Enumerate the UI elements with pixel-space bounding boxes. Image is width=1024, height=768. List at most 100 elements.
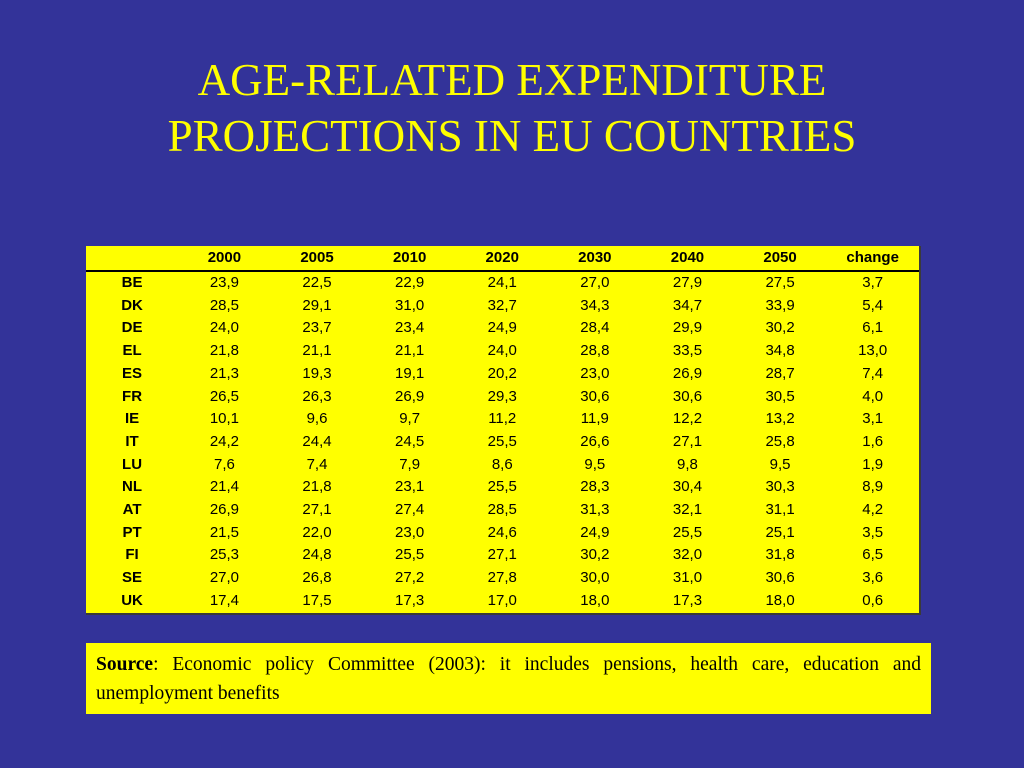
table-row: ES 21,3 19,3 19,1 20,2 23,0 26,9 28,7 7,4 (86, 363, 919, 386)
value-cell: 34,7 (672, 296, 703, 314)
value-cell: 4,2 (862, 501, 884, 519)
value-cell: 17,3 (672, 591, 703, 609)
value-cell: 26,3 (302, 387, 332, 405)
value-cell: 9,7 (399, 410, 421, 428)
table-row: SE 27,0 26,8 27,2 27,8 30,0 31,0 30,6 3,6 (86, 567, 919, 590)
value-cell: 34,8 (765, 342, 795, 360)
value-cell: 22,9 (395, 274, 425, 291)
value-cell: 27,9 (672, 274, 703, 291)
table-row: FR 26,5 26,3 26,9 29,3 30,6 30,6 30,5 4,0 (86, 386, 919, 409)
country-cell: FR (122, 387, 143, 405)
value-cell: 31,3 (580, 501, 610, 519)
value-cell: 24,9 (487, 319, 517, 337)
country-cell: IE (124, 410, 140, 428)
value-cell: 7,4 (862, 364, 884, 382)
value-cell: 28,7 (765, 364, 795, 382)
value-cell: 10,1 (209, 410, 240, 428)
value-cell: 27,0 (580, 274, 610, 291)
country-cell: LU (122, 455, 143, 473)
value-cell: 26,9 (395, 387, 425, 405)
value-cell: 5,4 (862, 296, 884, 314)
country-cell: FI (125, 546, 139, 564)
value-cell: 24,6 (487, 523, 517, 541)
value-cell: 19,3 (302, 364, 332, 382)
value-cell: 23,0 (395, 523, 425, 541)
value-cell: 21,3 (209, 364, 240, 382)
value-cell: 21,5 (209, 523, 240, 541)
value-cell: 30,4 (672, 478, 703, 496)
value-cell: 6,1 (862, 319, 884, 337)
value-cell: 0,6 (862, 591, 884, 609)
value-cell: 17,4 (209, 591, 240, 609)
country-cell: UK (121, 591, 143, 609)
value-cell: 7,4 (306, 455, 328, 473)
country-cell: PT (122, 523, 142, 541)
value-cell: 3,5 (862, 523, 884, 541)
slide-title: AGE-RELATED EXPENDITURE PROJECTIONS IN E… (0, 52, 1024, 164)
table-row: DE 24,0 23,7 23,4 24,9 28,4 29,9 30,2 6,1 (86, 317, 919, 340)
value-cell: 21,8 (302, 478, 332, 496)
table-row: LU 7,6 7,4 7,9 8,6 9,5 9,8 9,5 1,9 (86, 454, 919, 477)
value-cell: 27,1 (302, 501, 332, 519)
value-cell: 32,7 (487, 296, 517, 314)
value-cell: 6,5 (862, 546, 884, 564)
value-cell: 23,9 (209, 274, 240, 291)
value-cell: 27,0 (209, 569, 240, 587)
value-cell: 29,1 (302, 296, 332, 314)
value-cell: 17,5 (302, 591, 332, 609)
value-cell: 1,6 (862, 432, 884, 450)
country-cell: DK (121, 296, 143, 314)
value-cell: 3,1 (862, 410, 884, 428)
value-cell: 13,2 (765, 410, 795, 428)
value-cell: 7,9 (399, 455, 421, 473)
value-cell: 26,9 (209, 501, 240, 519)
value-cell: 22,5 (302, 274, 332, 291)
country-cell: SE (122, 569, 143, 587)
header-cell-3: 2010 (363, 246, 456, 272)
value-cell: 27,4 (395, 501, 425, 519)
value-cell: 9,5 (769, 455, 791, 473)
value-cell: 26,6 (580, 432, 610, 450)
table-row: FI 25,3 24,8 25,5 27,1 30,2 32,0 31,8 6,5 (86, 544, 919, 567)
value-cell: 27,8 (487, 569, 517, 587)
table-row: EL 21,8 21,1 21,1 24,0 28,8 33,5 34,8 13,0 (86, 340, 919, 363)
value-cell: 24,9 (580, 523, 610, 541)
value-cell: 11,2 (488, 410, 517, 428)
value-cell: 28,3 (580, 478, 610, 496)
table-row: IE 10,1 9,6 9,7 11,2 11,9 12,2 13,2 3,1 (86, 408, 919, 431)
value-cell: 27,5 (765, 274, 795, 291)
value-cell: 29,9 (672, 319, 703, 337)
value-cell: 33,5 (672, 342, 703, 360)
header-cell-2: 2005 (270, 246, 364, 272)
header-cell-1: 2000 (178, 246, 271, 272)
value-cell: 25,5 (487, 478, 517, 496)
value-cell: 28,4 (580, 319, 610, 337)
value-cell: 25,8 (765, 432, 795, 450)
table-row: NL 21,4 21,8 23,1 25,5 28,3 30,4 30,3 8,9 (86, 476, 919, 499)
value-cell: 8,9 (862, 478, 884, 496)
table-header: 2000 2005 2010 2020 2030 2040 2050 change (86, 246, 919, 272)
value-cell: 30,2 (580, 546, 610, 564)
value-cell: 24,1 (487, 274, 517, 291)
source-label: Source (96, 654, 154, 675)
header-cell-5: 2030 (548, 246, 642, 272)
value-cell: 19,1 (395, 364, 425, 382)
value-cell: 21,1 (395, 342, 425, 360)
value-cell: 21,4 (209, 478, 240, 496)
value-cell: 27,2 (395, 569, 425, 587)
value-cell: 1,9 (862, 455, 884, 473)
value-cell: 26,5 (209, 387, 240, 405)
value-cell: 25,3 (209, 546, 240, 564)
value-cell: 4,0 (862, 387, 884, 405)
value-cell: 18,0 (765, 591, 795, 609)
value-cell: 25,5 (395, 546, 425, 564)
value-cell: 25,1 (765, 523, 795, 541)
value-cell: 28,8 (580, 342, 610, 360)
value-cell: 34,3 (580, 296, 610, 314)
table-header-row: 2000 2005 2010 2020 2030 2040 2050 change (86, 246, 919, 272)
country-cell: EL (122, 342, 142, 360)
value-cell: 25,5 (487, 432, 517, 450)
value-cell: 32,0 (672, 546, 703, 564)
value-cell: 23,4 (395, 319, 425, 337)
value-cell: 11,9 (580, 410, 609, 428)
